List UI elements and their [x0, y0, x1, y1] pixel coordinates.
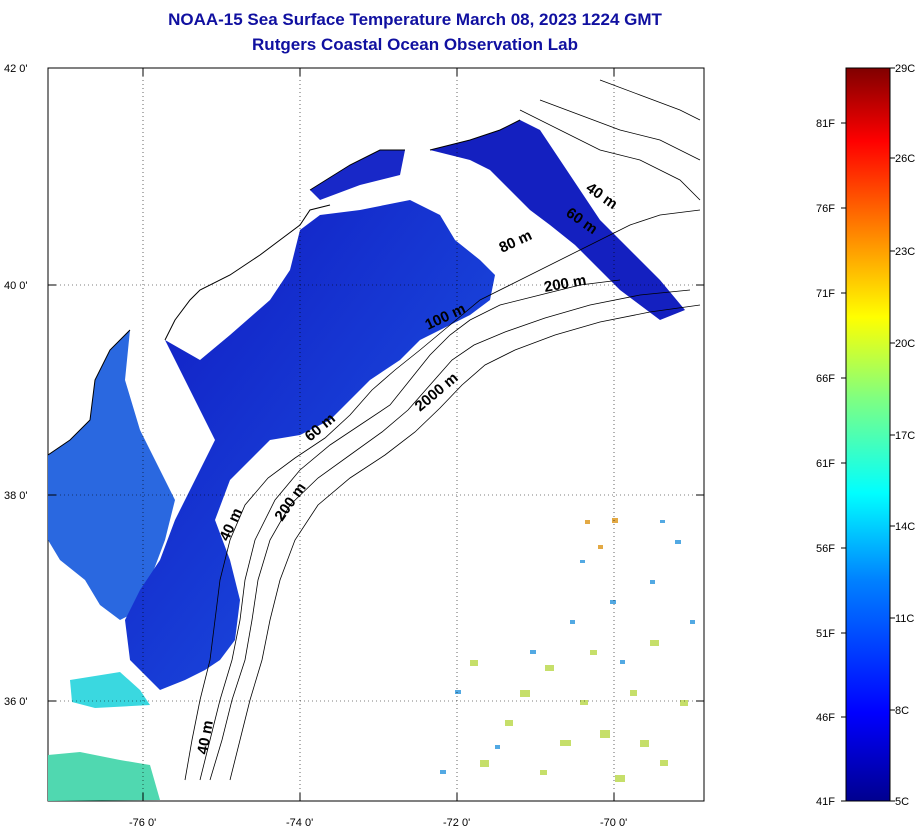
graticule: [48, 68, 704, 801]
colorbar-fahrenheit-labels: 81F 76F 71F 66F 61F 56F 51F 46F 41F: [816, 118, 835, 808]
lat-tick-label: 36 0': [4, 696, 28, 708]
colorbar-f-label: 51F: [816, 628, 835, 640]
colorbar-c-label: 20C: [895, 338, 915, 350]
lat-tick-label: 38 0': [4, 490, 28, 502]
lon-tick-label: -76 0': [129, 817, 156, 829]
southern-sound-water: [48, 752, 160, 801]
long-island-sound-water: [310, 150, 405, 200]
colorbar-c-label: 14C: [895, 521, 915, 533]
colorbar-c-label: 26C: [895, 153, 915, 165]
offshore-sst-patches: [440, 518, 695, 782]
colorbar-f-label: 46F: [816, 712, 835, 724]
lon-tick-label: -74 0': [286, 817, 313, 829]
lat-tick-label: 40 0': [4, 280, 28, 292]
colorbar-c-label: 8C: [895, 705, 909, 717]
map-subtitle: Rutgers Coastal Ocean Observation Lab: [252, 35, 578, 54]
shelf-water-mass: [125, 200, 495, 690]
colorbar-f-label: 41F: [816, 796, 835, 808]
colorbar-f-label: 66F: [816, 373, 835, 385]
colorbar-f-label: 76F: [816, 203, 835, 215]
longitude-labels: -76 0' -74 0' -72 0' -70 0': [129, 817, 627, 829]
lat-tick-label: 42 0': [4, 63, 28, 75]
lon-tick-label: -70 0': [600, 817, 627, 829]
chesapeake-bay-water: [48, 330, 175, 620]
southern-new-england-water: [430, 120, 685, 320]
pamlico-sound-water: [70, 672, 150, 708]
colorbar-c-label: 11C: [895, 613, 914, 625]
depth-contours: [184, 79, 701, 781]
colorbar-f-label: 81F: [816, 118, 835, 130]
map-content: 40 m 60 m 80 m 200 m 100 m 2000 m 60 m 2…: [48, 68, 704, 801]
coastline: [48, 119, 521, 456]
colorbar-ticks: [841, 67, 895, 802]
axis-ticks: [48, 67, 704, 801]
colorbar-f-label: 71F: [816, 288, 835, 300]
lon-tick-label: -72 0': [443, 817, 470, 829]
colorbar: [845, 67, 891, 802]
colorbar-celsius-labels: 29C 26C 23C 20C 17C 14C 11C 8C 5C: [895, 63, 915, 808]
map-title: NOAA-15 Sea Surface Temperature March 08…: [168, 10, 662, 29]
contour-label: 40 m: [194, 719, 217, 756]
colorbar-f-label: 56F: [816, 543, 835, 555]
colorbar-c-label: 23C: [895, 246, 915, 258]
colorbar-c-label: 5C: [895, 796, 909, 808]
latitude-labels: 42 0' 40 0' 38 0' 36 0': [4, 63, 28, 708]
colorbar-f-label: 61F: [816, 458, 835, 470]
colorbar-c-label: 17C: [895, 430, 915, 442]
colorbar-c-label: 29C: [895, 63, 915, 75]
